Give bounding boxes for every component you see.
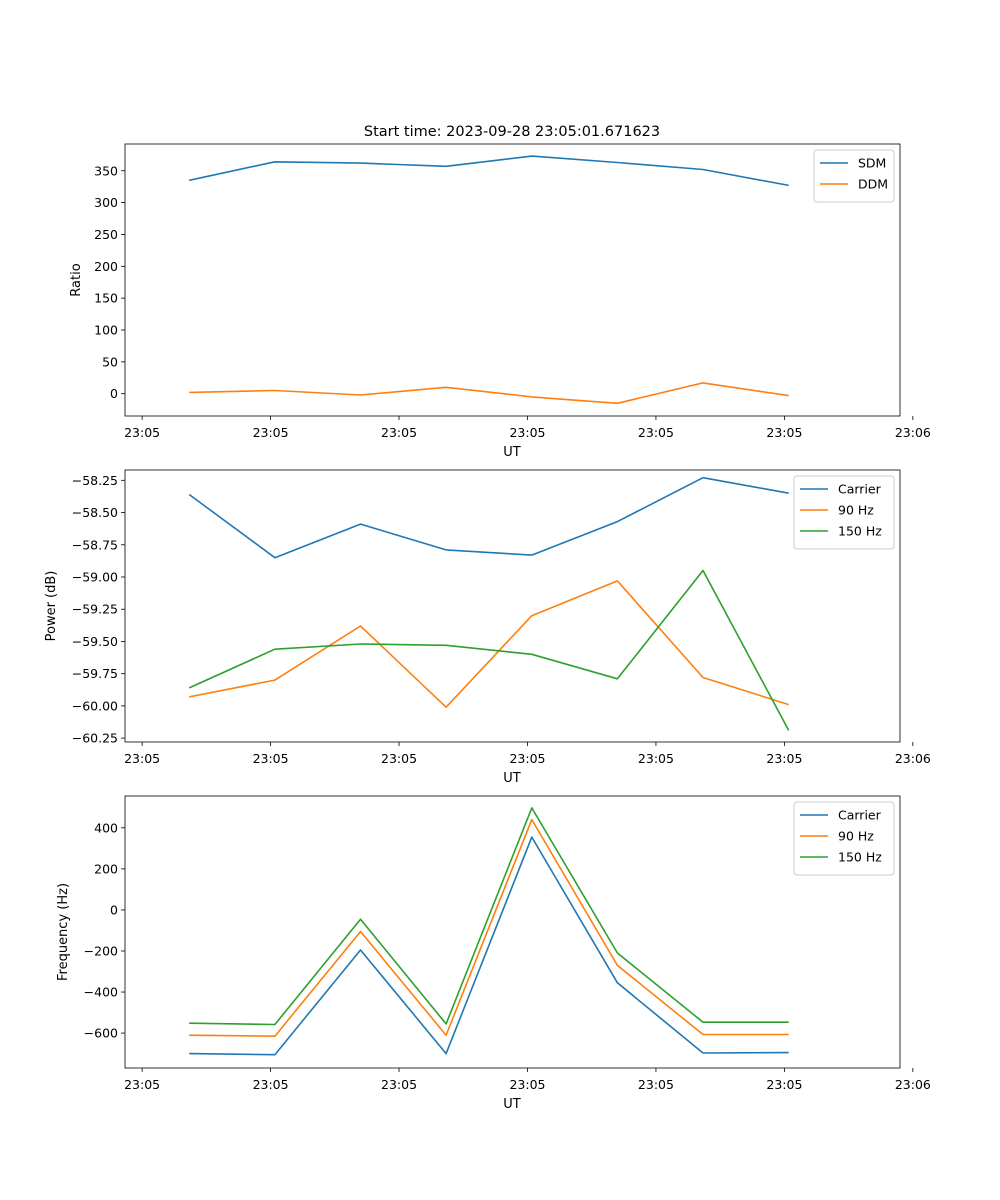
y-tick-label: 0 <box>110 902 118 917</box>
y-tick-label: 150 <box>94 291 118 306</box>
legend-label: DDM <box>858 177 888 192</box>
xlabel: UT <box>503 1097 521 1112</box>
series-line-150-hz <box>188 569 790 731</box>
legend-label: 150 Hz <box>838 850 882 865</box>
figure-title: Start time: 2023-09-28 23:05:01.671623 <box>364 124 660 140</box>
ylabel: Frequency (Hz) <box>56 883 71 981</box>
series-line-carrier <box>188 476 789 559</box>
legend-label: Carrier <box>838 808 882 823</box>
x-tick-label: 23:05 <box>509 1077 545 1092</box>
x-tick-label: 23:05 <box>766 1077 802 1092</box>
y-tick-label: −60.25 <box>72 731 118 746</box>
x-tick-label: 23:05 <box>509 751 545 766</box>
xlabel: UT <box>503 771 521 786</box>
legend-label: SDM <box>858 156 886 171</box>
x-tick-label: 23:05 <box>766 751 802 766</box>
series-line-90-hz <box>189 818 789 1037</box>
y-tick-label: 50 <box>102 354 118 369</box>
subplot-power: Power (dB) UT −60.25 −60.00 −59.75 −59.50 −5… <box>44 469 931 786</box>
subplot-frequency: Frequency (Hz) UT −600 −400 −200 0 200 400 23:… <box>56 795 931 1112</box>
x-tick-label: 23:05 <box>124 1077 160 1092</box>
x-tick-label: 23:06 <box>895 1077 931 1092</box>
y-tick-label: −59.50 <box>72 634 118 649</box>
axes-frame <box>124 469 901 743</box>
x-tick-label: 23:05 <box>253 1077 289 1092</box>
legend-label: Carrier <box>838 482 882 497</box>
x-tick-label: 23:06 <box>895 751 931 766</box>
y-tick-label: 400 <box>94 820 118 835</box>
x-tick-label: 23:05 <box>638 1077 674 1092</box>
y-tick-label: −200 <box>84 943 118 958</box>
legend-label: 90 Hz <box>838 503 874 518</box>
legend-label: 90 Hz <box>838 829 874 844</box>
y-tick-label: 350 <box>94 163 118 178</box>
x-tick-label: 23:05 <box>638 425 674 440</box>
y-tick-label: −60.00 <box>72 698 118 713</box>
x-tick-label: 23:05 <box>124 425 160 440</box>
x-tick-label: 23:05 <box>638 751 674 766</box>
y-tick-label: 0 <box>110 386 118 401</box>
y-tick-label: 100 <box>94 323 118 338</box>
series-line-90-hz <box>189 580 789 709</box>
x-tick-label: 23:05 <box>381 1077 417 1092</box>
axes-frame <box>124 143 901 417</box>
series-line-ddm <box>189 382 789 405</box>
x-tick-label: 23:05 <box>509 425 545 440</box>
x-tick-label: 23:05 <box>381 751 417 766</box>
subplot-ratio: Ratio UT 0 50 100 150 200 250 300 350 23:05 23:05… <box>69 143 931 460</box>
x-tick-label: 23:06 <box>895 425 931 440</box>
x-tick-label: 23:05 <box>124 751 160 766</box>
y-tick-label: 300 <box>94 195 118 210</box>
legend-label: 150 Hz <box>838 524 882 539</box>
y-tick-label: −58.50 <box>72 505 118 520</box>
x-tick-label: 23:05 <box>253 751 289 766</box>
y-tick-label: 200 <box>94 259 118 274</box>
y-tick-label: 250 <box>94 227 118 242</box>
y-tick-label: 200 <box>94 861 118 876</box>
x-tick-label: 23:05 <box>766 425 802 440</box>
ylabel: Power (dB) <box>44 571 59 642</box>
xlabel: UT <box>503 445 521 460</box>
y-tick-label: −59.25 <box>72 602 118 617</box>
ylabel: Ratio <box>69 263 84 296</box>
series-line-carrier <box>189 836 789 1056</box>
y-tick-label: −600 <box>84 1026 118 1041</box>
axes-frame <box>124 795 901 1069</box>
x-tick-label: 23:05 <box>381 425 417 440</box>
series-line-150-hz <box>189 807 789 1026</box>
y-tick-label: −400 <box>84 985 118 1000</box>
y-tick-label: −58.75 <box>72 537 118 552</box>
series-line-sdm <box>189 155 789 187</box>
y-tick-label: −58.25 <box>72 473 118 488</box>
y-tick-label: −59.00 <box>72 569 118 584</box>
x-tick-label: 23:05 <box>253 425 289 440</box>
y-tick-label: −59.75 <box>72 666 118 681</box>
